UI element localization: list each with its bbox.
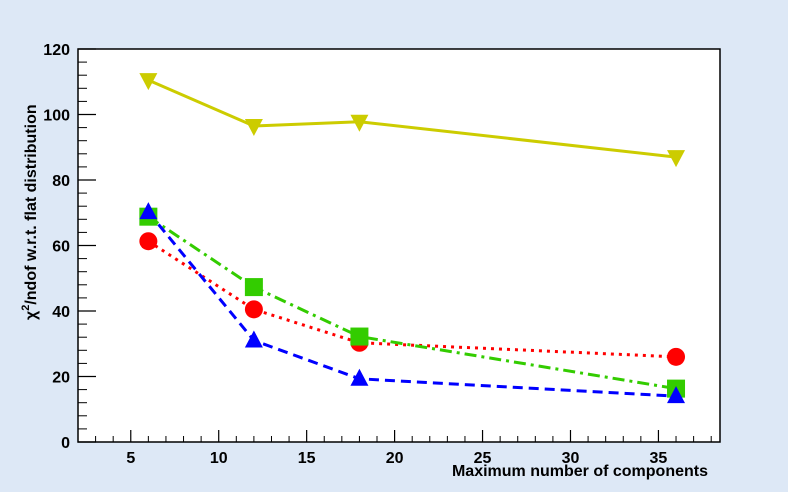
x-tick-label: 35 (650, 450, 668, 467)
series-line-triangle (147, 211, 677, 398)
data-point-circle (139, 232, 158, 251)
y-tick-label: 40 (52, 304, 70, 321)
y-tick-label: 0 (61, 435, 70, 452)
y-axis-title-sup: 2 (20, 305, 32, 311)
x-tick-label: 25 (474, 450, 492, 467)
y-axis-title: χ2/ndof w.r.t. flat distribution (20, 104, 40, 320)
x-axis-title: Maximum number of components (452, 463, 708, 480)
data-point-triangle (244, 330, 263, 348)
data-point-inverted-triangle (667, 150, 686, 168)
data-point-inverted-triangle (244, 118, 263, 136)
x-tick-label: 10 (210, 450, 228, 467)
y-tick-label: 20 (52, 370, 70, 387)
x-tick-label: 5 (126, 450, 135, 467)
data-point-triangle (139, 202, 158, 220)
data-point-inverted-triangle (350, 114, 369, 132)
data-point-triangle (350, 368, 369, 386)
x-tick-label: 20 (386, 450, 404, 467)
data-point-inverted-triangle (139, 73, 158, 91)
data-point-square (350, 327, 369, 346)
data-point-square (244, 278, 263, 297)
y-tick-label: 60 (52, 239, 70, 256)
x-tick-label: 30 (562, 450, 580, 467)
data-series (147, 78, 677, 398)
y-tick-label: 100 (43, 108, 70, 125)
y-axis-title-chi: χ (23, 310, 40, 320)
x-tick-label: 15 (298, 450, 316, 467)
data-markers (139, 73, 686, 404)
data-point-triangle (667, 386, 686, 404)
data-point-circle (667, 347, 686, 366)
plot-frame (77, 48, 721, 443)
series-line-inverted-triangle (147, 78, 677, 159)
y-axis-title-rest: /ndof w.r.t. flat distribution (23, 104, 40, 304)
axis-ticks: 0 20 40 60 80 100 120 5 10 15 20 25 30 35 (43, 42, 712, 467)
data-point-circle (244, 300, 263, 319)
series-line-circle (147, 239, 677, 359)
series-line-square (147, 215, 677, 391)
y-tick-label: 80 (52, 173, 70, 190)
y-tick-label: 120 (43, 42, 70, 59)
